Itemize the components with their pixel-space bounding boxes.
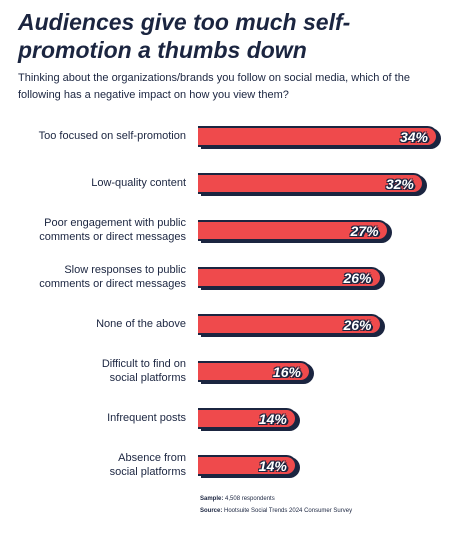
- bar: 14%: [198, 407, 297, 429]
- value-label: 14%: [258, 457, 287, 474]
- category-label: Infrequent posts: [107, 412, 186, 424]
- category-label: Too focused on self-promotion: [38, 130, 186, 142]
- category-label: Difficult to find on social platforms: [101, 358, 186, 384]
- footnote: Sample: 4,508 respondents: [200, 495, 275, 503]
- category-label: None of the above: [96, 318, 186, 330]
- value-label: 16%: [272, 363, 301, 380]
- bar: 27%: [198, 219, 389, 241]
- value-label: 26%: [343, 316, 372, 333]
- chart-title: Audiences give too much self-promotion a…: [18, 9, 351, 63]
- value-label: 32%: [385, 175, 414, 192]
- bar: 14%: [198, 454, 297, 476]
- bar: 26%: [198, 266, 382, 288]
- chart-subtitle: Thinking about the organizations/brands …: [18, 72, 410, 101]
- bar: 16%: [198, 360, 311, 382]
- category-label: Absence from social platforms: [109, 452, 186, 478]
- value-label: 26%: [343, 269, 372, 286]
- category-label: Poor engagement with public comments or …: [39, 217, 186, 243]
- footnote-text: Hootsuite Social Trends 2024 Consumer Su…: [224, 508, 353, 514]
- category-label: Slow responses to public comments or dir…: [39, 264, 186, 290]
- category-label: Low-quality content: [91, 177, 186, 189]
- footnote: Source: Hootsuite Social Trends 2024 Con…: [200, 507, 352, 515]
- value-label: 14%: [258, 410, 287, 427]
- footnote-label: Sample:: [200, 496, 224, 502]
- bar: 34%: [198, 125, 438, 147]
- footnote-text: 4,508 respondents: [225, 496, 275, 502]
- footnote-label: Source:: [200, 508, 223, 514]
- value-label: 34%: [399, 128, 428, 145]
- value-label: 27%: [350, 222, 379, 239]
- bar: 26%: [198, 313, 382, 335]
- bar: 32%: [198, 172, 424, 194]
